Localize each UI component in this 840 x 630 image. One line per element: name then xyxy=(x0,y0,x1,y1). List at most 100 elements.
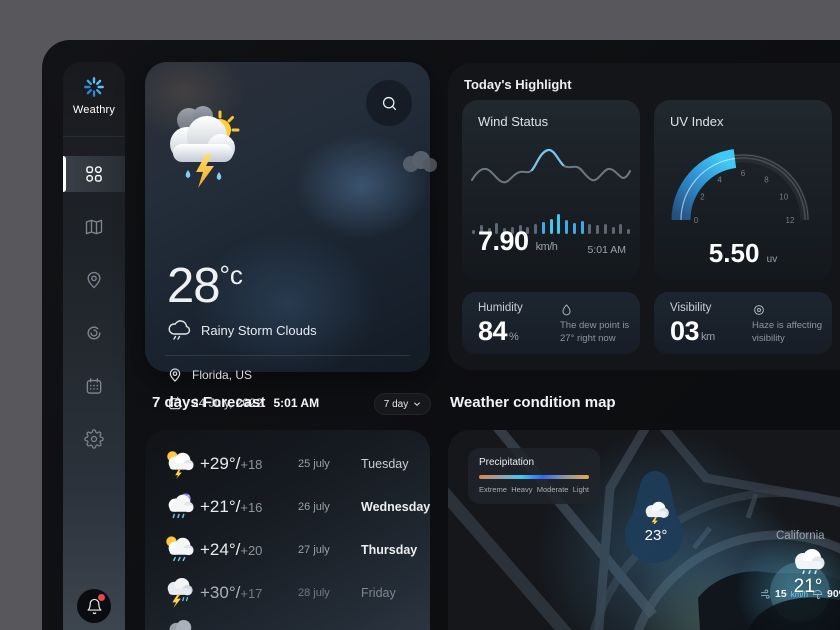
forecast-temp: +29°/+18 xyxy=(200,454,263,473)
forecast-weather-icon xyxy=(168,493,194,519)
wind-bar xyxy=(565,220,568,234)
app-logo: Weathry xyxy=(63,76,125,116)
wind-time: 5:01 AM xyxy=(587,244,626,256)
uv-gauge: 0 2 4 6 8 10 12 xyxy=(671,149,810,225)
marker-temp: 23° xyxy=(644,527,668,544)
gear-icon xyxy=(84,429,104,449)
wind-bar xyxy=(611,227,615,234)
wind-unit: km/h xyxy=(535,241,558,253)
forecast-day: Thursday xyxy=(361,543,418,557)
uv-value: 5.50 uv xyxy=(708,238,778,268)
forecast-date: 28 july xyxy=(298,587,330,599)
dashboard-panel: Weathry xyxy=(42,40,840,630)
forecast-weather-icon xyxy=(169,620,192,630)
wind-speed: 15 xyxy=(775,588,787,600)
forecast-weather-icon xyxy=(166,536,194,562)
rain-cloud-icon xyxy=(795,549,825,575)
condition-row: Rainy Storm Clouds xyxy=(167,319,317,341)
wind-bar xyxy=(619,224,623,234)
current-weather-card: 28°c Rainy Storm Clouds Florida, US 24 J… xyxy=(145,62,437,410)
sidebar-item-map[interactable] xyxy=(63,209,125,245)
forecast-row[interactable] xyxy=(145,615,430,630)
date-text: 24 July, 2022 xyxy=(192,396,263,410)
cyclone-icon xyxy=(87,326,101,340)
map-title: Weather condition map xyxy=(450,394,616,411)
search-icon xyxy=(382,96,396,110)
forecast-weather-icon xyxy=(167,451,194,480)
wind-bar xyxy=(596,225,599,234)
wind-bar xyxy=(526,227,530,234)
wind-bar xyxy=(534,224,537,234)
forecast-date: 25 july xyxy=(298,458,330,470)
wind-bar xyxy=(549,219,553,234)
forecast-row[interactable]: +30°/+17 28 july Friday xyxy=(145,572,430,615)
visibility-unit: km xyxy=(701,331,715,343)
location-pin-icon xyxy=(169,368,181,382)
time-text: 5:01 AM xyxy=(273,396,320,410)
rain-cloud-outline-icon xyxy=(168,320,191,340)
uv-title: UV Index xyxy=(670,114,724,129)
visibility-title: Visibility xyxy=(670,302,712,314)
forecast-title: 7 days Forecast xyxy=(152,394,266,411)
decorative-cloud-icon xyxy=(403,151,437,172)
legend-title: Precipitation xyxy=(479,457,535,468)
highlight-panel: Today's Highlight Wind Status 7.90 km/h … xyxy=(448,63,840,370)
wind-line-chart xyxy=(471,148,631,184)
forecast-row[interactable]: +29°/+18 25 july Tuesday xyxy=(145,443,430,486)
wind-bar xyxy=(627,229,630,234)
umbrella-icon xyxy=(812,589,823,599)
active-indicator xyxy=(63,156,66,192)
wind-bar xyxy=(503,228,506,234)
storm-cloud-icon xyxy=(645,501,669,527)
legend-gradient-bar xyxy=(479,475,589,479)
map-marker-stats: 15 km/h 90% xyxy=(760,588,840,600)
sidebar-item-calendar[interactable] xyxy=(63,368,125,404)
search-button[interactable] xyxy=(366,80,412,126)
map-region-label: California xyxy=(776,530,825,542)
legend-label: Heavy xyxy=(511,485,533,494)
location-text: Florida, US xyxy=(192,368,253,382)
condition-text: Rainy Storm Clouds xyxy=(201,322,317,338)
notifications-button[interactable] xyxy=(77,589,111,623)
humidity-title: Humidity xyxy=(478,302,523,314)
wind-bar xyxy=(603,224,607,234)
uv-index-card: UV Index 0 2 4 6 8 10 12 5.50 uv xyxy=(654,100,832,280)
visibility-note: Haze is affecting visibility xyxy=(752,320,823,344)
visibility-card: Visibility 03 km Haze is affecting visibi… xyxy=(654,292,832,354)
forecast-range-dropdown[interactable]: 7 day xyxy=(374,393,431,415)
wind-title: Wind Status xyxy=(478,114,549,129)
eye-icon xyxy=(754,305,764,315)
spark-logo-icon xyxy=(84,77,104,97)
wind-status-card: Wind Status 7.90 km/h 5:01 AM xyxy=(462,100,640,280)
forecast-temp: +21°/+16 xyxy=(200,497,263,516)
wind-bar xyxy=(472,230,475,234)
weather-map[interactable]: Precipitation Extreme Heavy Moderate Light … xyxy=(448,430,840,630)
calendar-icon xyxy=(86,378,102,394)
forecast-day: Tuesday xyxy=(361,457,409,471)
precipitation-legend: Precipitation Extreme Heavy Moderate Light xyxy=(468,448,600,504)
notification-dot xyxy=(98,594,105,601)
current-temperature: 28°c xyxy=(167,258,243,314)
sidebar-item-climate[interactable] xyxy=(63,315,125,351)
wind-bar xyxy=(580,221,584,234)
sidebar-divider xyxy=(63,136,125,137)
bell-icon xyxy=(87,598,101,614)
legend-label: Light xyxy=(572,485,589,494)
forecast-range-label: 7 day xyxy=(383,398,409,410)
uv-tick-label: 10 xyxy=(779,193,788,202)
sidebar-item-dashboard[interactable] xyxy=(63,156,125,192)
wind-bar xyxy=(588,224,592,234)
droplet-icon xyxy=(562,304,571,316)
sidebar-item-locations[interactable] xyxy=(63,262,125,298)
humidity-note: The dew point is 27° right now xyxy=(560,320,630,344)
sidebar-item-settings[interactable] xyxy=(63,421,125,457)
location-row: Florida, US xyxy=(167,367,252,383)
wind-bar xyxy=(518,225,522,234)
humidity-card: Humidity 84% The dew point is 27° right … xyxy=(462,292,640,354)
uv-tick-label: 8 xyxy=(764,175,769,184)
forecast-date: 27 july xyxy=(298,544,330,556)
forecast-row[interactable]: +21°/+16 26 july Wednesday xyxy=(145,486,430,529)
wind-bar xyxy=(510,227,514,234)
forecast-row[interactable]: +24°/+20 27 july Thursday xyxy=(145,529,430,572)
